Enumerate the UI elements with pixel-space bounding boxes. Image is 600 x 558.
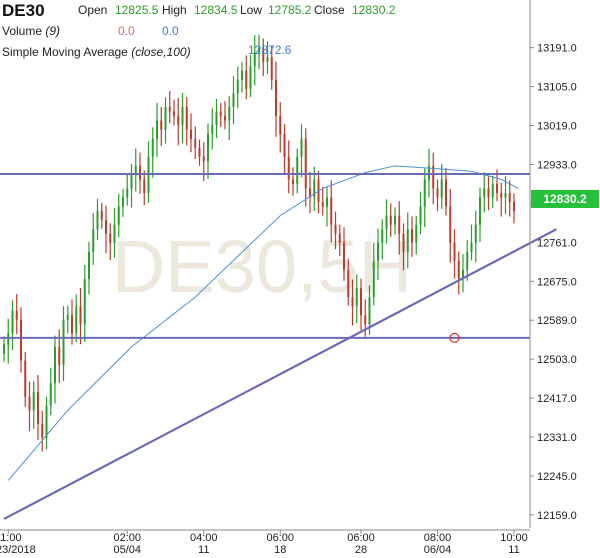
y-tick-label: 13019.0 [537,121,577,133]
volume-value: 0.0 [118,24,135,38]
sma-params: (close,100) [131,45,191,59]
x-tick-label: 02:00 [113,532,141,544]
open-value: 12825.5 [115,3,159,17]
y-tick-label: 12159.0 [537,510,577,522]
overlays [0,165,558,520]
x-tick-date: 05/04 [113,544,141,556]
x-axis: 11:0004/23/201802:0005/0404:001106:00180… [0,529,530,556]
high-label: High [162,3,187,17]
x-tick-label: 06:00 [266,532,294,544]
y-tick-label: 12761.0 [537,237,577,249]
trendline [3,228,558,520]
low-value: 12785.2 [268,3,312,17]
y-tick-label: 13191.0 [537,43,577,55]
x-tick-date: 18 [274,544,286,556]
sma-label: Simple Moving Average (close,100) [2,45,191,59]
x-tick-date: 04/23/2018 [0,544,36,556]
x-tick-label: 04:00 [190,532,218,544]
y-tick-label: 12933.0 [537,159,577,171]
volume-label: Volume (9) [2,24,61,38]
y-tick-label: 12503.0 [537,354,577,366]
x-tick-date: 06/04 [424,544,452,556]
chart-header: DE30 Open 12825.5 High 12834.5 Low 12785… [0,0,530,60]
x-tick-date: 28 [355,544,367,556]
low-label: Low [240,3,263,17]
y-tick-label: 12417.0 [537,393,577,405]
x-tick-label: 11:00 [0,532,22,544]
y-tick-label: 12589.0 [537,315,577,327]
x-tick-date: 11 [508,544,519,556]
level-marker [449,332,460,343]
watermark: DE30,5H [112,225,412,308]
close-value: 12830.2 [352,3,396,17]
open-label: Open [78,3,108,17]
y-tick-label: 12245.0 [537,471,577,483]
y-tick-label: 13105.0 [537,82,577,94]
volume-ma-value: 0.0 [162,24,179,38]
x-tick-date: 11 [198,544,209,556]
y-tick-label: 12675.0 [537,276,577,288]
sma-line [7,165,519,481]
close-label: Close [314,3,345,17]
symbol-title: DE30 [2,1,45,20]
current-price-tag: 12830.2 [531,190,599,208]
y-tick-label: 12331.0 [537,432,577,444]
candles [3,34,515,452]
x-tick-label: 08:00 [424,532,452,544]
x-tick-label: 06:00 [347,532,375,544]
y-axis: 13191.013105.013019.012933.012847.012761… [529,0,577,528]
x-tick-label: 10:00 [500,532,528,544]
peak-price-label: 12872.6 [248,43,292,57]
sma-name: Simple Moving Average [2,45,128,59]
high-value: 12834.5 [194,3,238,17]
